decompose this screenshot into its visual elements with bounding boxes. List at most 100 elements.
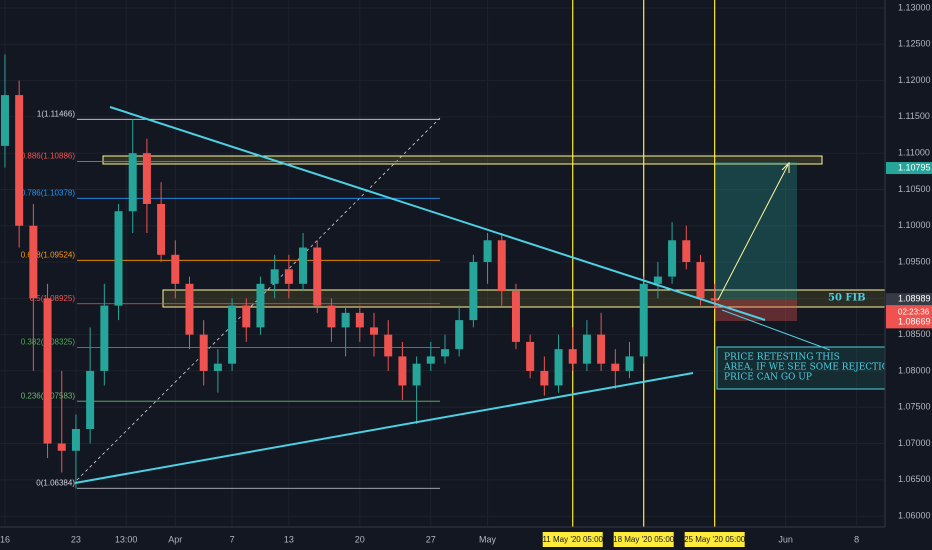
candle-body [0,95,9,146]
candle-body [483,240,492,263]
x-tick-label: 13:00 [115,534,138,544]
price-tag [886,316,932,329]
y-tick-label: 1.11000 [898,148,930,158]
candle-body [710,298,719,301]
candle-body [554,349,563,386]
resistance-box [102,155,823,165]
x-tick-label: 8 [854,534,859,544]
candle-body [114,211,123,306]
y-tick-label: 1.11500 [898,111,930,121]
candle-body [625,356,634,371]
candle-body [696,262,705,299]
candle-body [355,312,364,328]
candle-body [469,262,478,321]
note-line: PRICE CAN GO UP [724,373,812,383]
candle-body [497,240,506,292]
y-tick-label: 1.09500 [898,256,931,266]
fib-label: 0.5(1.08925) [30,294,76,303]
x-tick-label: May [479,534,497,544]
grid [0,0,885,527]
countdown: 02:23:36 [898,308,930,317]
candle-body [384,334,393,357]
candle-body [270,269,279,284]
note-line: AREA, IF WE SEE SOME REJECTION, [723,363,899,373]
fib-label: 0.786(1.10378) [21,188,76,197]
candle-body [100,305,109,371]
candle-body [86,370,95,430]
candle-body [57,443,66,451]
x-tick-label: 13 [284,534,294,544]
candle-body [157,203,166,255]
y-tick-label: 1.08500 [898,329,931,339]
lower-trendline [74,372,694,484]
candle-body [242,305,251,328]
candle-body [256,283,265,328]
candle-body [440,349,449,357]
candles [0,54,719,489]
candle-body [199,334,208,371]
candle-body [299,247,308,284]
candle-body [426,356,435,364]
y-tick-label: 1.07500 [898,402,931,412]
y-tick-label: 1.10500 [898,184,931,194]
x-tick-label: Apr [168,534,182,544]
candle-body [370,327,379,335]
fib-label: 0.886(1.10886) [21,152,76,161]
price-tag-label: 1.10795 [898,162,931,172]
countdown-bg [886,306,932,318]
candle-body [682,240,691,263]
date-lines [572,0,716,527]
y-tick-label: 1.07000 [898,438,931,448]
x-tick-label: 27 [426,534,436,544]
candle-body [128,153,137,212]
y-tick-label: 1.12000 [898,75,931,85]
candle-body [284,269,293,284]
y-tick-label: 1.10000 [898,220,931,230]
candle-body [29,225,38,299]
y-tick-label: 1.06000 [898,510,931,520]
x-tick-label: 18 May '20 05:00 [613,535,675,544]
loss-zone [715,300,797,321]
upper-trendline [109,106,766,321]
candle-body [228,305,237,364]
candle-body [171,254,180,284]
x-tick-label: 16 [0,534,10,544]
arrow-head [781,161,790,173]
candle-body [185,283,194,335]
candle-body [43,298,52,444]
candle-body [398,356,407,386]
note-line: PRICE RETESTING THIS [724,353,840,363]
candle-body [412,363,421,386]
date-highlight [542,532,603,547]
candle-body [597,334,606,364]
x-tick-label: 25 May '20 05:00 [684,535,746,544]
candle-body [511,291,520,342]
fib-diagonal [76,117,441,481]
x-tick-label: 11 May '20 05:00 [542,535,603,544]
x-tick-label: 23 [71,534,81,544]
profit-zone [715,162,797,300]
date-highlight [684,532,745,547]
y-tick-label: 1.08000 [898,365,931,375]
candle-body [653,276,662,284]
candle-body [327,305,336,328]
fib-label: 0(1.06384) [36,478,75,487]
price-tag-label: 1.08989 [898,294,931,304]
note-pointer [721,309,831,351]
price-tag [886,293,932,306]
x-tick-label: 7 [230,534,235,544]
target-arrow [717,164,789,301]
candle-body [540,370,549,386]
fib-label: 1(1.11466) [37,109,75,118]
y-tick-label: 1.06500 [898,474,931,484]
candle-body [526,341,535,371]
x-tick-label: 20 [355,534,365,544]
candle-body [639,283,648,357]
candle-body [568,349,577,364]
candle-body [71,429,80,451]
price-tag-label: 1.08669 [898,317,931,327]
candle-body [611,363,620,371]
x-tick-label: Jun [778,534,793,544]
